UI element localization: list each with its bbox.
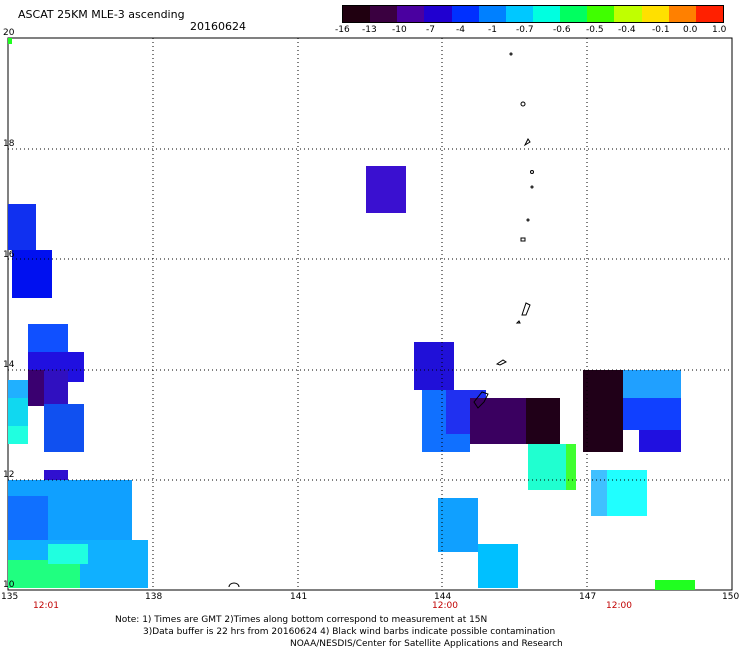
swath — [414, 342, 454, 390]
gridlines — [8, 38, 732, 590]
time-label: 12:01 — [33, 601, 59, 611]
colorbar-swatch — [505, 6, 533, 22]
colorbar-label: -10 — [392, 25, 407, 35]
colorbar-swatch — [614, 6, 642, 22]
colorbar-swatch — [641, 6, 669, 22]
colorbar-label: -0.1 — [652, 25, 670, 35]
swath — [44, 370, 68, 408]
lon-label: 144 — [434, 592, 452, 602]
colorbar-label: -7 — [426, 25, 435, 35]
swath — [566, 444, 576, 490]
swath — [28, 370, 44, 406]
colorbar-swatch — [397, 6, 425, 22]
note-line: NOAA/NESDIS/Center for Satellite Applica… — [290, 639, 563, 649]
colorbar-label: -0.5 — [586, 25, 604, 35]
swath — [366, 166, 406, 213]
swath — [478, 544, 518, 588]
colorbar-swatch — [587, 6, 615, 22]
colorbar-label: 0.0 — [683, 25, 698, 35]
lon-label: 141 — [290, 592, 308, 602]
data-swaths — [8, 38, 695, 590]
swath — [623, 398, 681, 430]
colorbar-label: -1 — [488, 25, 497, 35]
colorbar-swatch — [532, 6, 561, 22]
colorbar-label: 1.0 — [712, 25, 727, 35]
map-date: 20160624 — [190, 20, 246, 33]
lon-label: 135 — [1, 592, 19, 602]
swath — [8, 398, 28, 426]
lat-label: 18 — [3, 139, 15, 149]
swath — [8, 496, 48, 540]
colorbar-label: -4 — [456, 25, 465, 35]
map-title: ASCAT 25KM MLE-3 ascending — [18, 8, 185, 21]
coastlines — [228, 52, 534, 588]
colorbar-label: -13 — [362, 25, 377, 35]
lon-label: 147 — [579, 592, 597, 602]
swath — [44, 470, 68, 482]
colorbar-swatch — [478, 6, 506, 22]
swath — [8, 560, 80, 588]
swath — [583, 370, 623, 452]
colorbar-swatch — [424, 6, 452, 22]
colorbar — [342, 5, 724, 23]
lat-label: 12 — [3, 470, 15, 480]
lat-label: 14 — [3, 360, 15, 370]
time-label: 12:00 — [432, 601, 458, 611]
note-line: 3)Data buffer is 22 hrs from 20160624 4)… — [143, 627, 556, 637]
colorbar-label: -0.7 — [516, 25, 534, 35]
swath — [48, 544, 88, 564]
swath — [639, 430, 681, 452]
colorbar-swatch — [343, 6, 371, 22]
plot-frame — [7, 37, 733, 591]
lat-label: 20 — [3, 28, 15, 38]
swath — [8, 204, 36, 250]
swath — [44, 404, 84, 452]
colorbar-label: -0.6 — [553, 25, 571, 35]
swath — [591, 470, 607, 516]
swath — [526, 398, 560, 444]
swath — [655, 580, 695, 590]
colorbar-swatch — [370, 6, 398, 22]
swath — [438, 498, 478, 552]
colorbar-label: -0.4 — [618, 25, 636, 35]
swath — [8, 380, 28, 398]
swath — [623, 370, 681, 398]
time-label: 12:00 — [606, 601, 632, 611]
colorbar-swatch — [560, 6, 588, 22]
lon-label: 150 — [722, 592, 740, 602]
colorbar-swatch — [668, 6, 696, 22]
swath — [8, 426, 28, 444]
colorbar-swatch — [451, 6, 479, 22]
note-line: Note: 1) Times are GMT 2)Times along bot… — [115, 615, 488, 625]
swath — [12, 250, 52, 298]
lat-label: 16 — [3, 250, 15, 260]
colorbar-label: -16 — [335, 25, 350, 35]
lon-label: 138 — [145, 592, 163, 602]
swath — [8, 38, 12, 44]
colorbar-swatch — [695, 6, 723, 22]
lat-label: 10 — [3, 580, 15, 590]
swath — [28, 324, 68, 354]
